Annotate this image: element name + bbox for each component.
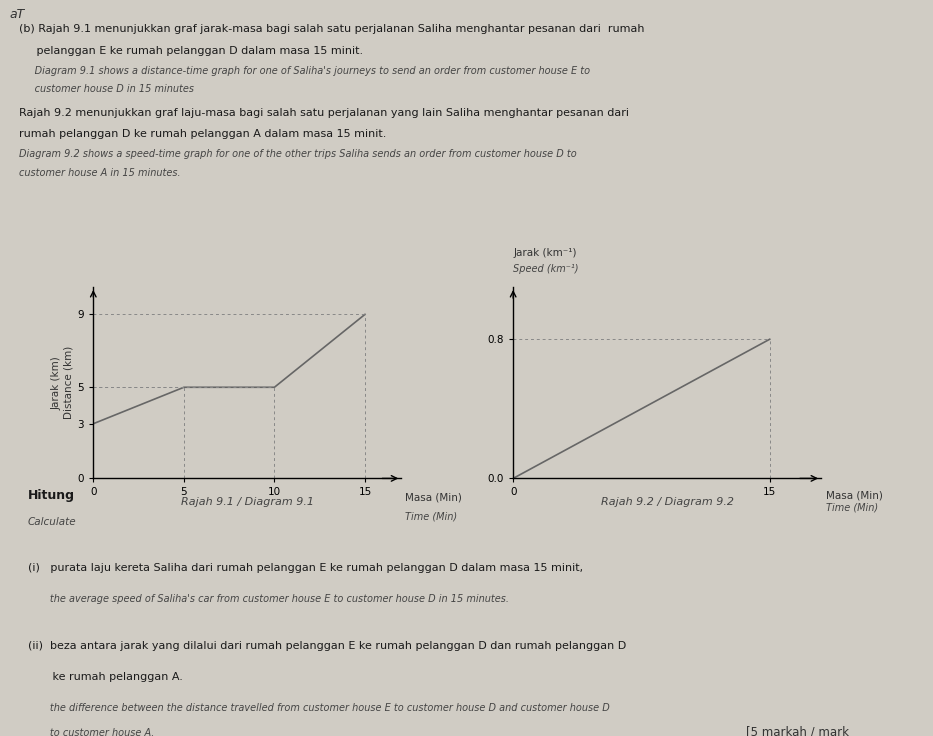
- Text: Hitung: Hitung: [28, 489, 75, 502]
- Text: pelanggan E ke rumah pelanggan D dalam masa 15 minit.: pelanggan E ke rumah pelanggan D dalam m…: [19, 46, 363, 56]
- Text: Calculate: Calculate: [28, 517, 77, 527]
- Text: (i)   purata laju kereta Saliha dari rumah pelanggan E ke rumah pelanggan D dala: (i) purata laju kereta Saliha dari rumah…: [28, 564, 583, 573]
- Text: the average speed of Saliha's car from customer house E to customer house D in 1: the average speed of Saliha's car from c…: [28, 595, 509, 604]
- Text: ke rumah pelanggan A.: ke rumah pelanggan A.: [28, 672, 183, 682]
- Text: (b) Rajah 9.1 menunjukkan graf jarak-masa bagi salah satu perjalanan Saliha meng: (b) Rajah 9.1 menunjukkan graf jarak-mas…: [19, 24, 644, 35]
- Text: Speed (km⁻¹): Speed (km⁻¹): [513, 263, 578, 274]
- Text: Jarak (km⁻¹): Jarak (km⁻¹): [513, 248, 577, 258]
- Text: Rajah 9.1 / Diagram 9.1: Rajah 9.1 / Diagram 9.1: [181, 497, 313, 507]
- Text: the difference between the distance travelled from customer house E to customer : the difference between the distance trav…: [28, 702, 610, 712]
- Text: [5 markah / mark: [5 markah / mark: [746, 726, 849, 736]
- Text: rumah pelanggan D ke rumah pelanggan A dalam masa 15 minit.: rumah pelanggan D ke rumah pelanggan A d…: [19, 130, 386, 139]
- Text: Masa (Min): Masa (Min): [405, 493, 462, 503]
- Text: Masa (Min): Masa (Min): [827, 491, 883, 500]
- Text: aT: aT: [9, 8, 24, 21]
- Text: Rajah 9.2 / Diagram 9.2: Rajah 9.2 / Diagram 9.2: [601, 497, 733, 507]
- Text: Diagram 9.2 shows a speed-time graph for one of the other trips Saliha sends an : Diagram 9.2 shows a speed-time graph for…: [19, 149, 577, 159]
- Text: Rajah 9.2 menunjukkan graf laju-masa bagi salah satu perjalanan yang lain Saliha: Rajah 9.2 menunjukkan graf laju-masa bag…: [19, 108, 629, 118]
- Text: Time (Min): Time (Min): [405, 512, 457, 521]
- Y-axis label: Jarak (km)
Distance (km): Jarak (km) Distance (km): [52, 346, 74, 420]
- Text: Diagram 9.1 shows a distance-time graph for one of Saliha's journeys to send an : Diagram 9.1 shows a distance-time graph …: [19, 66, 590, 76]
- Text: Time (Min): Time (Min): [827, 503, 878, 513]
- Text: to customer house A.: to customer house A.: [28, 729, 154, 736]
- Text: customer house A in 15 minutes.: customer house A in 15 minutes.: [19, 168, 180, 178]
- Text: (ii)  beza antara jarak yang dilalui dari rumah pelanggan E ke rumah pelanggan D: (ii) beza antara jarak yang dilalui dari…: [28, 640, 626, 651]
- Text: customer house D in 15 minutes: customer house D in 15 minutes: [19, 84, 194, 94]
